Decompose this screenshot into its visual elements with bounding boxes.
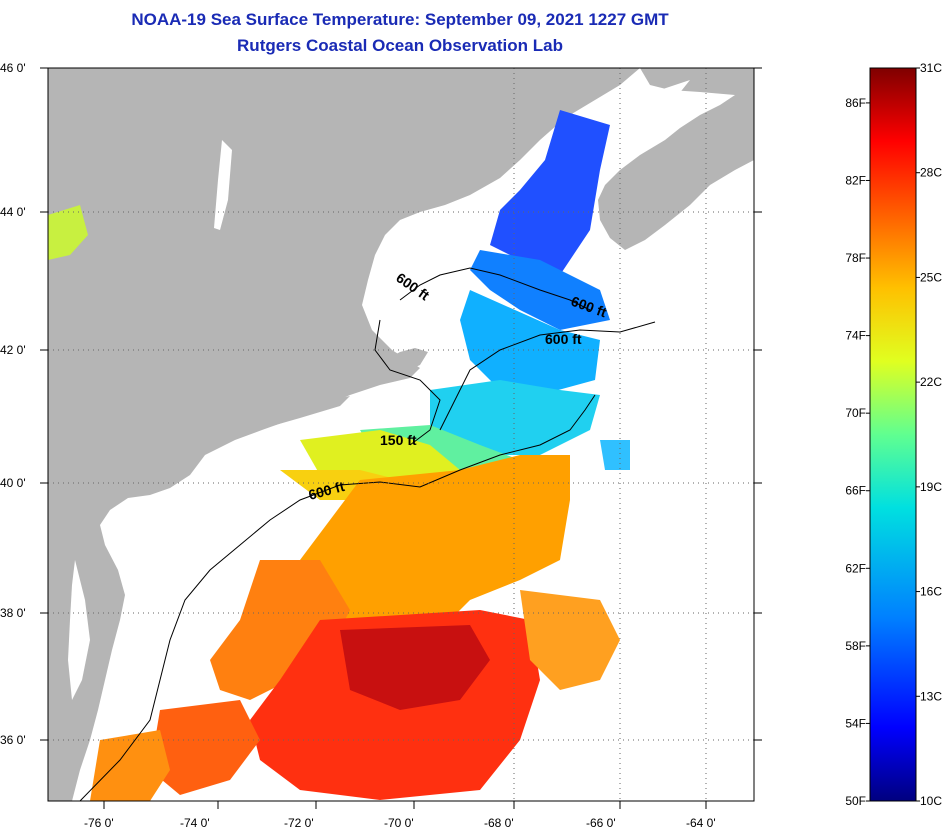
bathymetry-contours: [79, 267, 656, 801]
land-long-island: [255, 396, 350, 428]
colorbar-label-c-16: 16C: [920, 585, 942, 599]
lon-label-72: -72 0': [284, 816, 314, 830]
water-lake-champlain: [214, 140, 232, 230]
lat-label-44: 44 0': [0, 205, 26, 219]
lat-label-36: 36 0': [0, 733, 26, 747]
colorbar-label-c-19: 19C: [920, 480, 942, 494]
colorbar: [869, 67, 917, 802]
contour-label-4: 150 ft: [380, 432, 417, 448]
lon-label-70: -70 0': [384, 816, 414, 830]
colorbar-label-f-86: 86F: [845, 96, 866, 110]
water-chesapeake-bay: [68, 560, 90, 700]
map-title: NOAA-19 Sea Surface Temperature: Septemb…: [131, 10, 669, 29]
water-bay-of-fundy: [600, 80, 690, 150]
colorbar-label-f-54: 54F: [845, 716, 866, 730]
water-delaware-bay: [122, 545, 140, 580]
colorbar-label-f-70: 70F: [845, 406, 866, 420]
colorbar-label-f-74: 74F: [845, 329, 866, 343]
lon-label-66: -66 0': [586, 816, 616, 830]
lat-label-40: 40 0': [0, 476, 26, 490]
sst-patches: [48, 110, 630, 801]
colorbar-label-c-13: 13C: [920, 689, 942, 703]
land-cape-cod: [385, 348, 428, 372]
colorbar-label-f-82: 82F: [845, 173, 866, 187]
colorbar-label-f-66: 66F: [845, 484, 866, 498]
lon-label-76: -76 0': [84, 816, 114, 830]
colorbar-label-f-62: 62F: [845, 561, 866, 575]
land-us-mainland: [48, 68, 640, 801]
lon-label-68: -68 0': [484, 816, 514, 830]
lat-label-42: 42 0': [0, 343, 26, 357]
land-nova-scotia: [598, 68, 754, 250]
colorbar-label-c-22: 22C: [920, 375, 942, 389]
colorbar-label-c-25: 25C: [920, 270, 942, 284]
colorbar-label-f-50: 50F: [845, 794, 866, 808]
lat-label-46: 46 0': [0, 61, 26, 75]
colorbar-label-f-58: 58F: [845, 639, 866, 653]
colorbar-labels: 31C 28C 25C 22C 19C 16C 13C 10C 86F 82F 78F 74F 70F 6…: [845, 61, 942, 808]
lat-lon-grid: [48, 68, 754, 801]
colorbar-label-c-31: 31C: [920, 61, 942, 75]
contour-label-3: 600 ft: [545, 331, 582, 347]
map-subtitle: Rutgers Coastal Ocean Observation Lab: [237, 36, 563, 55]
lon-label-74: -74 0': [180, 816, 210, 830]
colorbar-label-c-28: 28C: [920, 166, 942, 180]
colorbar-label-c-10: 10C: [920, 794, 942, 808]
map-frame: [47, 67, 755, 802]
lon-label-64: -64 0': [686, 816, 716, 830]
axis-ticks: [40, 67, 762, 809]
lat-label-38: 38 0': [0, 606, 26, 620]
colorbar-label-f-78: 78F: [845, 251, 866, 265]
